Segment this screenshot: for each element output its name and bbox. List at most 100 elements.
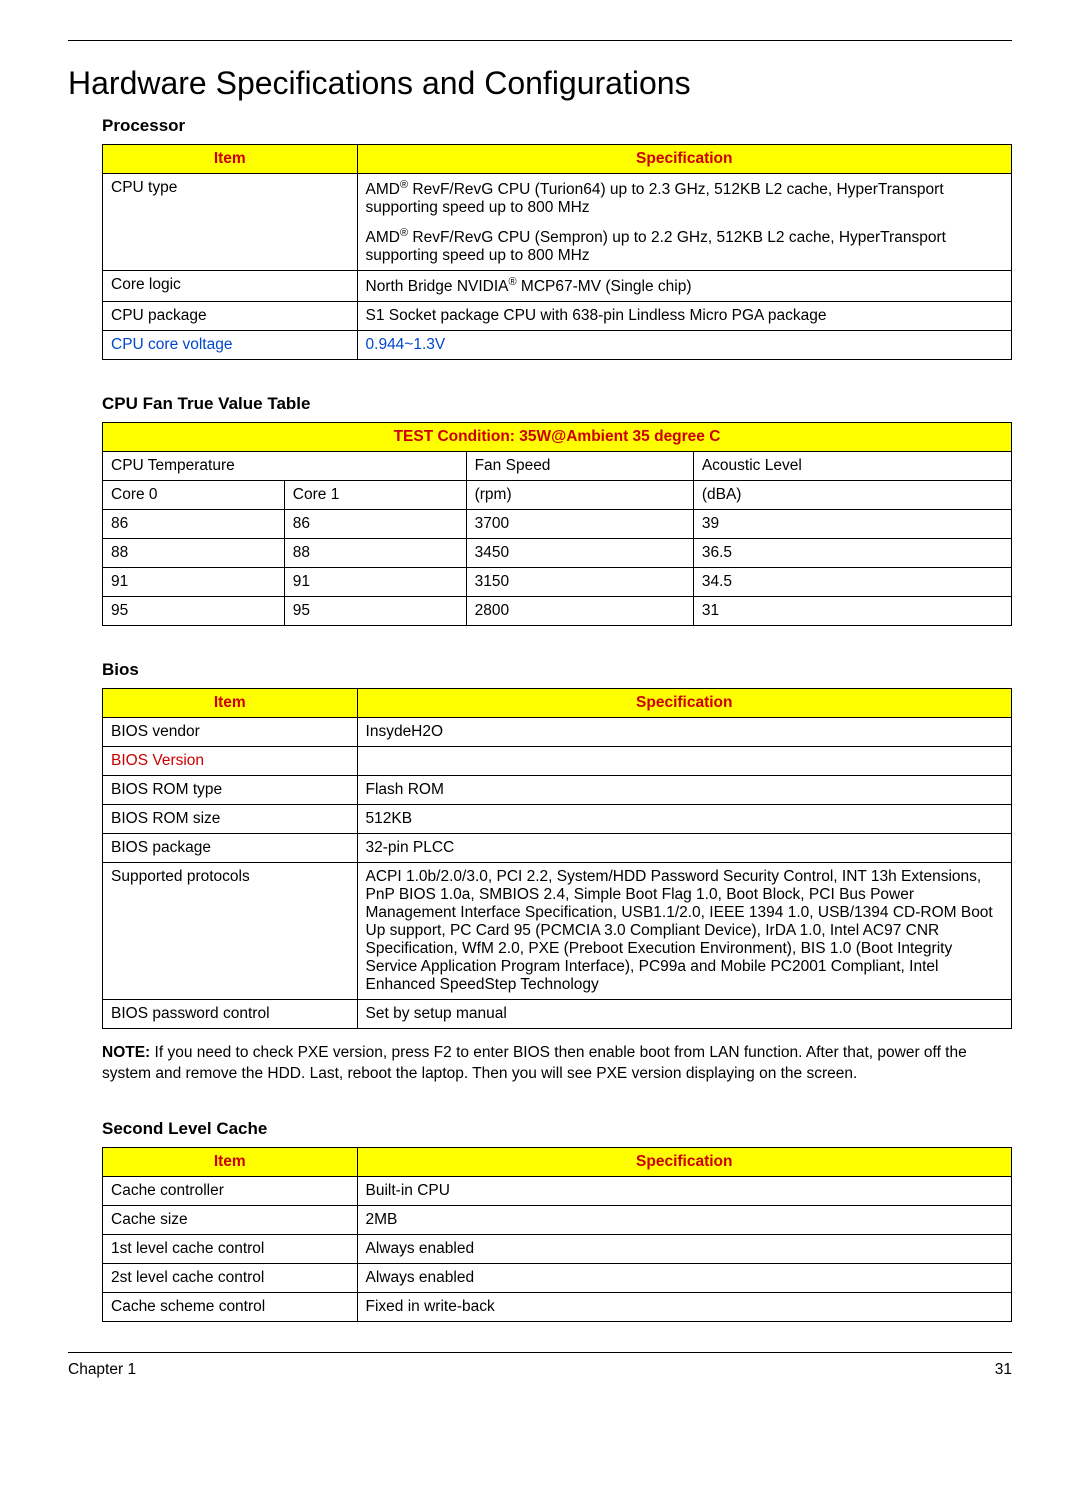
table-row: CPU Temperature Fan Speed Acoustic Level <box>103 452 1012 481</box>
cell-item: Cache scheme control <box>103 1293 358 1322</box>
cell: Core 0 <box>103 481 285 510</box>
cell: 31 <box>693 597 1011 626</box>
table-row: 91 91 3150 34.5 <box>103 568 1012 597</box>
cell-item: Cache size <box>103 1206 358 1235</box>
cell-item: 2st level cache control <box>103 1264 358 1293</box>
cell: (rpm) <box>466 481 693 510</box>
cell-item: CPU package <box>103 302 358 331</box>
cell: 39 <box>693 510 1011 539</box>
cell-spec: Flash ROM <box>357 776 1011 805</box>
cell: Fan Speed <box>466 452 693 481</box>
section-title-bios: Bios <box>102 660 1012 680</box>
table-row: 2st level cache control Always enabled <box>103 1264 1012 1293</box>
cell-spec: InsydeH2O <box>357 718 1011 747</box>
cell: (dBA) <box>693 481 1011 510</box>
cell: 3700 <box>466 510 693 539</box>
bios-table: Item Specification BIOS vendor InsydeH2O… <box>102 688 1012 1029</box>
cell-item: BIOS vendor <box>103 718 358 747</box>
footer-chapter: Chapter 1 <box>68 1361 136 1379</box>
cell-spec: AMD® RevF/RevG CPU (Turion64) up to 2.3 … <box>357 174 1011 271</box>
bottom-rule <box>68 1352 1012 1353</box>
cell-item: CPU type <box>103 174 358 271</box>
reg-mark: ® <box>400 179 408 191</box>
cell-item: BIOS Version <box>103 747 358 776</box>
cell-item: BIOS package <box>103 834 358 863</box>
page-container: Hardware Specifications and Configuratio… <box>0 0 1080 1512</box>
header-item: Item <box>103 689 358 718</box>
cell: 88 <box>103 539 285 568</box>
cell-spec: ACPI 1.0b/2.0/3.0, PCI 2.2, System/HDD P… <box>357 863 1011 1000</box>
table-row: BIOS ROM type Flash ROM <box>103 776 1012 805</box>
cell: 95 <box>284 597 466 626</box>
page-footer: Chapter 1 31 <box>68 1361 1012 1379</box>
cell-spec <box>357 747 1011 776</box>
header-spec: Specification <box>357 689 1011 718</box>
table-row: Supported protocols ACPI 1.0b/2.0/3.0, P… <box>103 863 1012 1000</box>
cell-item: CPU core voltage <box>103 331 358 360</box>
cache-table: Item Specification Cache controller Buil… <box>102 1147 1012 1322</box>
cell-spec: S1 Socket package CPU with 638-pin Lindl… <box>357 302 1011 331</box>
cell: 34.5 <box>693 568 1011 597</box>
cell-spec: North Bridge NVIDIA® MCP67-MV (Single ch… <box>357 271 1011 302</box>
cell-spec: Always enabled <box>357 1235 1011 1264</box>
top-rule <box>68 40 1012 41</box>
header-spec: Specification <box>357 145 1011 174</box>
section-title-fan: CPU Fan True Value Table <box>102 394 1012 414</box>
cell: 91 <box>103 568 285 597</box>
fan-table: TEST Condition: 35W@Ambient 35 degree C … <box>102 422 1012 626</box>
cell: 91 <box>284 568 466 597</box>
table-row: CPU type AMD® RevF/RevG CPU (Turion64) u… <box>103 174 1012 271</box>
table-row: 86 86 3700 39 <box>103 510 1012 539</box>
cell-spec: 32-pin PLCC <box>357 834 1011 863</box>
cell: CPU Temperature <box>103 452 467 481</box>
footer-page-number: 31 <box>995 1361 1012 1379</box>
cell: 3450 <box>466 539 693 568</box>
table-row: Core logic North Bridge NVIDIA® MCP67-MV… <box>103 271 1012 302</box>
header-item: Item <box>103 145 358 174</box>
cell-item: BIOS ROM type <box>103 776 358 805</box>
header-item: Item <box>103 1148 358 1177</box>
table-row: Cache size 2MB <box>103 1206 1012 1235</box>
table-row: CPU package S1 Socket package CPU with 6… <box>103 302 1012 331</box>
table-row: BIOS Version <box>103 747 1012 776</box>
cell: 36.5 <box>693 539 1011 568</box>
note-label: NOTE: <box>102 1044 150 1061</box>
fan-header: TEST Condition: 35W@Ambient 35 degree C <box>103 423 1012 452</box>
cell-item: 1st level cache control <box>103 1235 358 1264</box>
cell: 86 <box>103 510 285 539</box>
cell-item: Supported protocols <box>103 863 358 1000</box>
section-title-cache: Second Level Cache <box>102 1119 1012 1139</box>
text: AMD <box>366 229 400 246</box>
reg-mark: ® <box>400 227 408 239</box>
cell-item: BIOS ROM size <box>103 805 358 834</box>
reg-mark: ® <box>509 276 517 288</box>
cell: 86 <box>284 510 466 539</box>
table-row: BIOS vendor InsydeH2O <box>103 718 1012 747</box>
table-row: Cache controller Built-in CPU <box>103 1177 1012 1206</box>
table-row: Cache scheme control Fixed in write-back <box>103 1293 1012 1322</box>
table-row: BIOS ROM size 512KB <box>103 805 1012 834</box>
table-row: BIOS package 32-pin PLCC <box>103 834 1012 863</box>
cell-item: BIOS password control <box>103 1000 358 1029</box>
table-row: Core 0 Core 1 (rpm) (dBA) <box>103 481 1012 510</box>
text: RevF/RevG CPU (Sempron) up to 2.2 GHz, 5… <box>366 229 946 264</box>
text: AMD <box>366 181 400 198</box>
cell: 95 <box>103 597 285 626</box>
table-row: 88 88 3450 36.5 <box>103 539 1012 568</box>
cell-spec: Built-in CPU <box>357 1177 1011 1206</box>
cell-spec: Fixed in write-back <box>357 1293 1011 1322</box>
cell: Acoustic Level <box>693 452 1011 481</box>
section-title-processor: Processor <box>102 116 1012 136</box>
note-text: If you need to check PXE version, press … <box>102 1044 967 1082</box>
cell-item: Core logic <box>103 271 358 302</box>
text: RevF/RevG CPU (Turion64) up to 2.3 GHz, … <box>366 181 944 216</box>
cell-spec: 0.944~1.3V <box>357 331 1011 360</box>
cell-spec: 512KB <box>357 805 1011 834</box>
note-block: NOTE: If you need to check PXE version, … <box>102 1043 1012 1085</box>
processor-table: Item Specification CPU type AMD® RevF/Re… <box>102 144 1012 360</box>
page-title: Hardware Specifications and Configuratio… <box>68 65 1012 102</box>
cell: 3150 <box>466 568 693 597</box>
table-row: 1st level cache control Always enabled <box>103 1235 1012 1264</box>
table-row: 95 95 2800 31 <box>103 597 1012 626</box>
cell: 2800 <box>466 597 693 626</box>
